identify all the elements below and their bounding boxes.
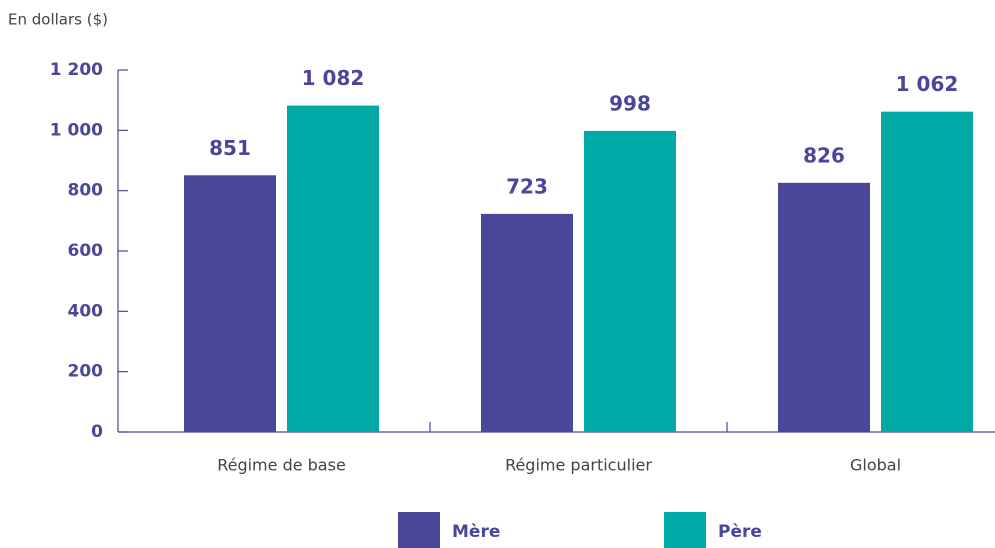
bar bbox=[778, 182, 870, 432]
x-tick-label: Global bbox=[850, 456, 901, 475]
bar bbox=[184, 175, 276, 432]
bar bbox=[584, 130, 676, 433]
y-axis-label: En dollars ($) bbox=[8, 11, 108, 29]
value-label: 826 bbox=[803, 143, 845, 167]
value-label: 1 082 bbox=[302, 66, 365, 90]
y-tick-label: 0 bbox=[91, 422, 103, 442]
bar bbox=[481, 213, 573, 432]
bar bbox=[881, 111, 973, 432]
y-tick-label: 1 200 bbox=[50, 60, 103, 80]
y-tick-label: 800 bbox=[68, 181, 104, 201]
bar bbox=[287, 105, 379, 432]
y-tick-label: 400 bbox=[68, 301, 104, 321]
y-tick-label: 600 bbox=[68, 241, 104, 261]
value-label: 998 bbox=[609, 91, 651, 115]
x-tick-label: Régime de base bbox=[217, 456, 346, 475]
legend-label: Père bbox=[718, 522, 762, 542]
legend-label: Mère bbox=[452, 522, 500, 542]
value-label: 1 062 bbox=[896, 72, 959, 96]
y-tick-label: 1 000 bbox=[50, 120, 103, 140]
x-tick-label: Régime particulier bbox=[505, 456, 652, 475]
legend-swatch bbox=[664, 512, 706, 548]
legend-swatch bbox=[398, 512, 440, 548]
y-tick-label: 200 bbox=[68, 362, 104, 382]
value-label: 851 bbox=[209, 136, 251, 160]
value-label: 723 bbox=[506, 174, 548, 198]
